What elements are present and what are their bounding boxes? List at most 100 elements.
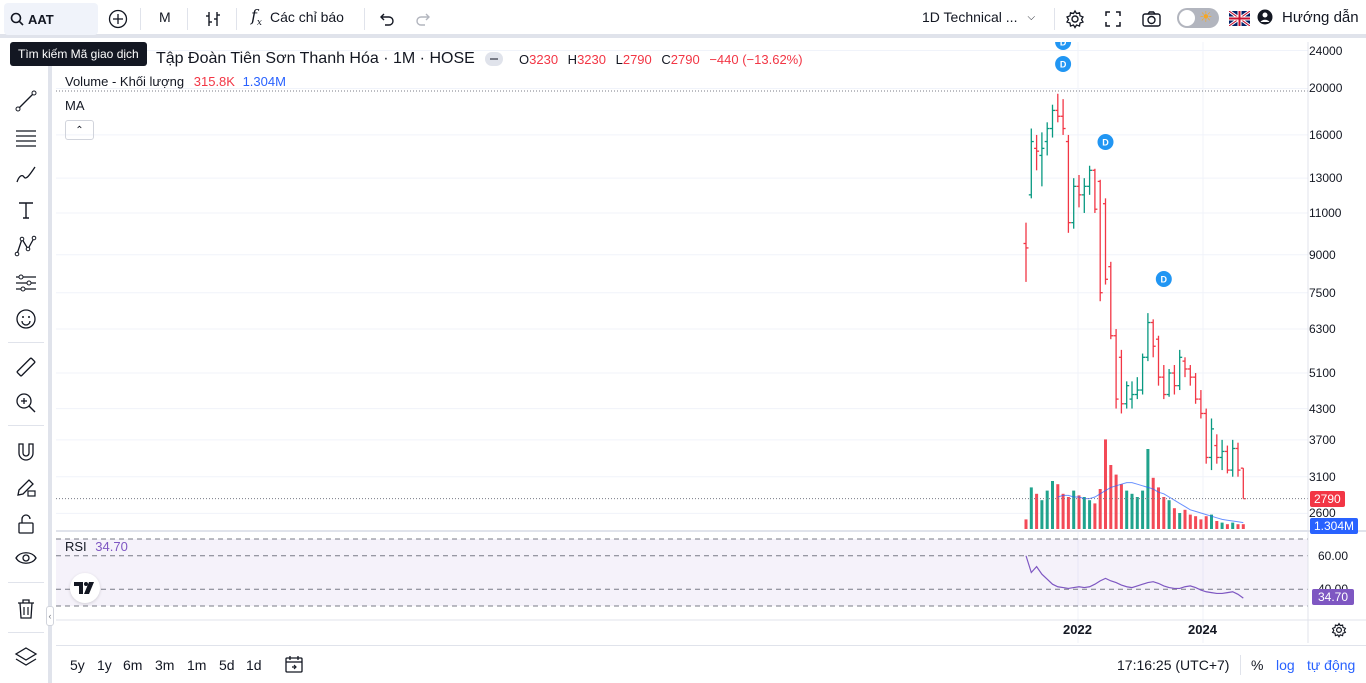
theme-toggle[interactable]: ☀ [1177, 8, 1219, 28]
divider [1240, 655, 1241, 675]
lock-drawing-tool[interactable] [11, 472, 41, 502]
volume-bar [1183, 509, 1187, 529]
brush-tool[interactable] [11, 159, 41, 189]
volume-legend[interactable]: Volume - Khối lượng 315.8K 1.304M [65, 74, 286, 89]
redo-button[interactable] [415, 10, 433, 33]
range-button-1y[interactable]: 1y [97, 657, 112, 673]
function-icon: fx [251, 5, 262, 29]
uk-flag-icon [1228, 9, 1251, 28]
volume-bar [1241, 524, 1245, 529]
gear-icon [1331, 622, 1347, 638]
volume-bar [1157, 487, 1160, 529]
pencil-lock-icon [17, 479, 36, 497]
lock-all-tool[interactable] [11, 509, 41, 539]
volume-bar [1024, 519, 1028, 529]
chart-settings-button[interactable] [1331, 622, 1347, 643]
gear-icon [1066, 9, 1084, 29]
undo-icon [380, 13, 394, 26]
high-label: H [567, 52, 578, 67]
trendline-tool[interactable] [11, 86, 41, 116]
magnet-icon [18, 443, 34, 461]
volume-ma-tag: 1.304M [1310, 517, 1359, 534]
volume-bar [1098, 489, 1102, 529]
time-axis-label: 2024 [1188, 622, 1217, 637]
lock-open-icon [18, 514, 34, 534]
help-label: Hướng dẫn [1282, 8, 1359, 26]
undo-button[interactable] [377, 10, 395, 33]
change-value: −440 (−13.62%) [709, 52, 803, 67]
pattern-tool[interactable] [11, 231, 41, 261]
settings-button[interactable] [1065, 9, 1085, 34]
chart-type-button[interactable] [203, 9, 223, 34]
zoom-tool[interactable] [11, 388, 41, 418]
user-icon [1257, 9, 1273, 25]
hide-drawings-tool[interactable] [11, 543, 41, 573]
ma-legend[interactable]: MA [65, 98, 85, 113]
help-button[interactable]: Hướng dẫn [1257, 0, 1359, 36]
range-button-5d[interactable]: 5d [219, 657, 235, 673]
tradingview-logo[interactable] [70, 573, 100, 603]
divider [8, 582, 44, 583]
chevron-up-icon: ⌃ [75, 124, 84, 136]
open-label: O [519, 52, 530, 67]
language-button[interactable] [1228, 9, 1251, 31]
fib-lines-icon [16, 130, 36, 147]
clock[interactable]: 17:16:25 (UTC+7) [1117, 657, 1230, 673]
symbol-title[interactable]: Tập Đoàn Tiên Sơn Thanh Hóa · 1M · HOSE [156, 50, 475, 67]
dividend-marker-label: D [1161, 275, 1168, 285]
emoji-tool[interactable] [11, 304, 41, 334]
log-scale-button[interactable]: log [1276, 657, 1295, 673]
fib-tool[interactable] [11, 122, 41, 152]
range-button-5y[interactable]: 5y [70, 657, 85, 673]
indicators-button[interactable]: fx Các chỉ báo [251, 0, 344, 36]
measure-tool[interactable] [11, 352, 41, 382]
top-toolbar: AAT M fx Các chỉ báo 1D Technical ... ⌵ … [0, 0, 1366, 38]
layout-select[interactable]: 1D Technical ... ⌵ [922, 0, 1035, 36]
rsi-legend[interactable]: RSI 34.70 [65, 539, 128, 554]
text-tool[interactable] [11, 195, 41, 225]
collapse-legend-button[interactable]: ⌃ [65, 120, 94, 140]
price-axis-label: 3700 [1309, 432, 1336, 447]
chart-area[interactable]: D D D D Tập Đoàn Tiên Sơn Thanh Hóa · 1M · … [56, 42, 1366, 643]
calendar-icon [285, 656, 303, 673]
ohlc-values: O3230 H3230 L2790 C2790 −440 (−13.62%) [519, 52, 809, 67]
volume-bar [1077, 495, 1081, 529]
divider [364, 8, 365, 30]
range-button-3m[interactable]: 3m [155, 657, 175, 673]
delete-tool[interactable] [11, 594, 41, 624]
auto-scale-button[interactable]: tự động [1307, 657, 1356, 673]
dividend-marker [1055, 56, 1072, 72]
ruler-icon [16, 357, 36, 377]
object-tree-tool[interactable] [11, 642, 41, 672]
close-label: C [661, 52, 671, 67]
divider [140, 8, 141, 30]
volume-bar [1045, 490, 1049, 529]
volume-bar [1210, 514, 1213, 529]
goto-date-button[interactable] [284, 655, 304, 677]
rsi-tag: 34.70 [1312, 589, 1355, 606]
interval-button[interactable]: M [159, 9, 171, 25]
symbol-search-button[interactable]: AAT [4, 3, 98, 35]
percent-scale-button[interactable]: % [1251, 657, 1264, 673]
toolbar-collapse-handle[interactable]: ‹ [46, 606, 54, 626]
volume-bar [1072, 490, 1076, 529]
high-value: 3230 [577, 52, 606, 67]
legend-options-button[interactable] [485, 52, 503, 66]
volume-bar [1194, 516, 1198, 529]
compare-add-button[interactable] [108, 9, 128, 34]
magnet-tool[interactable] [11, 437, 41, 467]
volume-bar [1119, 484, 1123, 529]
screenshot-button[interactable] [1141, 9, 1162, 34]
volume-bar [1040, 500, 1044, 529]
price-axis-label: 16000 [1309, 127, 1343, 142]
range-button-1d[interactable]: 1d [246, 657, 262, 673]
range-button-6m[interactable]: 6m [123, 657, 143, 673]
drawing-toolbar [0, 42, 52, 683]
fullscreen-button[interactable] [1103, 9, 1123, 34]
divider [187, 8, 188, 30]
forecast-tool[interactable] [11, 268, 41, 298]
chart-canvas[interactable]: D D D D [56, 42, 1366, 643]
text-icon [19, 202, 33, 219]
range-button-1m[interactable]: 1m [187, 657, 207, 673]
volume-bar [1231, 522, 1235, 529]
